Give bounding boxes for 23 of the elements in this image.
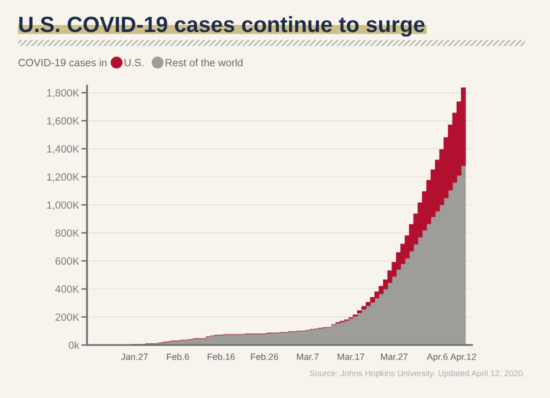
legend-label: Rest of the world bbox=[166, 58, 242, 66]
y-tick-label: 1,400K bbox=[47, 145, 80, 154]
y-tick-label: 1,800K bbox=[47, 89, 80, 98]
y-tick-label: 800K bbox=[55, 229, 80, 237]
x-tick-label: Feb.6 bbox=[167, 353, 189, 360]
legend-label: U.S. bbox=[124, 58, 144, 66]
y-tick-label: 200K bbox=[56, 313, 80, 321]
x-tick-label: Jan.27 bbox=[121, 354, 148, 360]
x-tick-label: Feb.16 bbox=[208, 353, 235, 360]
y-tick-label: 1,200K bbox=[47, 173, 80, 182]
x-tick-label: Apr.12 bbox=[450, 354, 476, 362]
x-tick-label: Mar.17 bbox=[338, 354, 364, 360]
y-tick-label: 0k bbox=[68, 341, 80, 349]
y-tick-label: 1,000K bbox=[47, 201, 80, 210]
source-note: Source: Johns Hopkins University. Updated April 12, 2020. bbox=[310, 370, 524, 378]
legend-title: COVID-19 cases in bbox=[18, 58, 106, 66]
x-tick-label: Feb.26 bbox=[251, 353, 278, 360]
y-tick-label: 1,600K bbox=[47, 117, 80, 126]
x-tick-label: Mar.27 bbox=[381, 354, 408, 360]
y-tick-label: 600K bbox=[56, 257, 80, 265]
x-tick-label: Mar.7 bbox=[297, 354, 318, 360]
y-tick-label: 400K bbox=[55, 285, 80, 293]
x-tick-label: Apr.6 bbox=[426, 354, 448, 362]
